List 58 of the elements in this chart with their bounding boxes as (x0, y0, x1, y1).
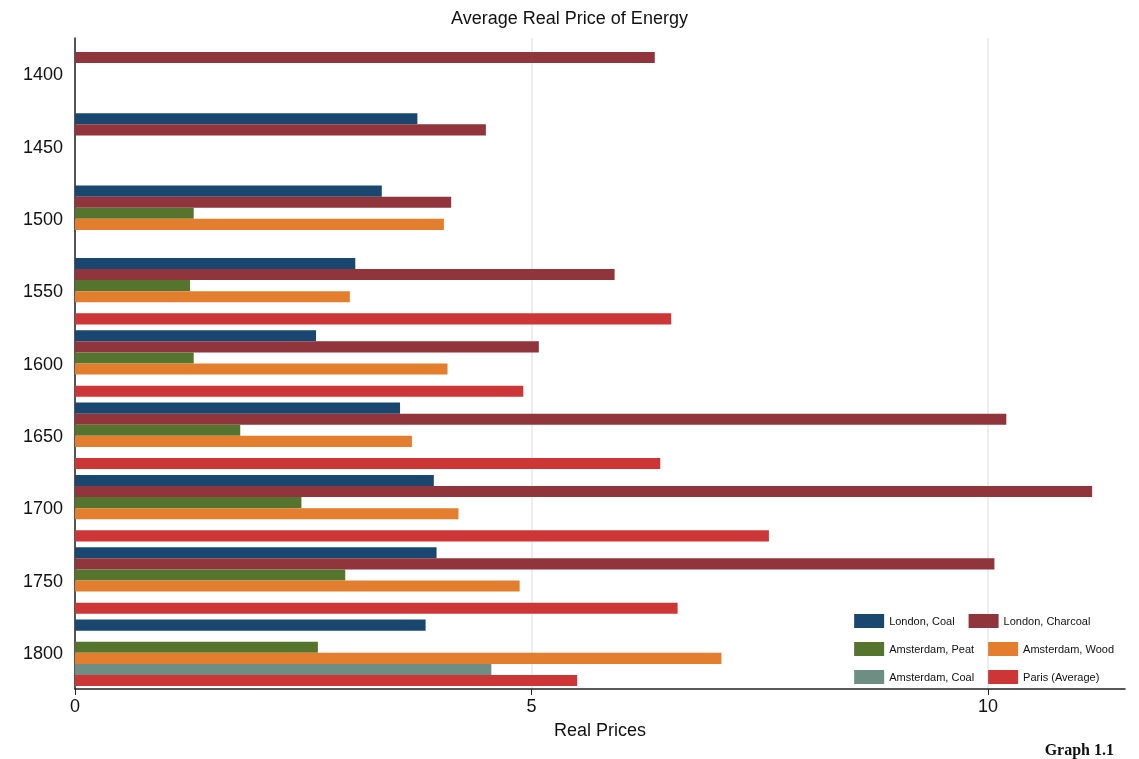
bar (75, 458, 661, 470)
x-tick-label: 0 (69, 696, 81, 716)
bar (75, 268, 615, 281)
y-tick-label: 1550 (22, 281, 63, 302)
bar (75, 675, 578, 687)
bar (75, 207, 194, 219)
y-tick-label: 1800 (22, 642, 63, 663)
bar (75, 619, 426, 631)
bar (75, 291, 350, 303)
legend-label: Amsterdam, Peat (889, 643, 975, 655)
bar (75, 385, 524, 397)
x-tick-label: 10 (978, 696, 999, 716)
bar (75, 435, 412, 447)
bar (75, 218, 444, 230)
y-tick-label: 1500 (22, 208, 63, 229)
y-tick-label: 1650 (22, 425, 63, 446)
y-tick-label: 1750 (22, 570, 63, 591)
bar (75, 113, 418, 125)
bar (75, 402, 401, 414)
legend-label: Amsterdam, Coal (889, 671, 975, 683)
x-tick-label: 5 (526, 696, 537, 716)
bar (75, 508, 459, 520)
caption: Graph 1.1 (1044, 740, 1114, 759)
bar (75, 474, 434, 486)
y-tick-label: 1450 (22, 136, 63, 157)
legend-label: London, Charcoal (1003, 615, 1091, 627)
bar (75, 280, 191, 292)
bar (75, 547, 437, 559)
bar (75, 185, 382, 197)
bar (75, 363, 448, 375)
y-tick-label: 1600 (22, 353, 63, 374)
bar (75, 641, 318, 653)
bar (75, 424, 241, 436)
bar (75, 313, 672, 325)
y-tick-label: 1400 (22, 64, 63, 85)
x-axis-title: Real Prices (553, 720, 647, 740)
bar (75, 257, 356, 269)
bar (75, 413, 1007, 425)
bar (75, 558, 995, 570)
bar (75, 580, 520, 592)
y-tick-label: 1700 (22, 498, 63, 519)
bar (75, 124, 486, 136)
bar (75, 352, 194, 364)
legend-label: London, Coal (889, 615, 955, 627)
bar (75, 663, 492, 676)
legend-label: Paris (Average) (1023, 671, 1100, 683)
bar (75, 51, 655, 64)
bar (75, 330, 317, 342)
chart-title: Average Real Price of Energy (451, 8, 688, 28)
bar (75, 530, 769, 542)
bar (75, 569, 346, 581)
bar (75, 196, 452, 208)
bar (75, 602, 678, 614)
bar (75, 497, 302, 509)
bar (75, 485, 1093, 498)
bar (75, 652, 722, 664)
bar (75, 341, 539, 353)
legend-label: Amsterdam, Wood (1023, 643, 1115, 655)
